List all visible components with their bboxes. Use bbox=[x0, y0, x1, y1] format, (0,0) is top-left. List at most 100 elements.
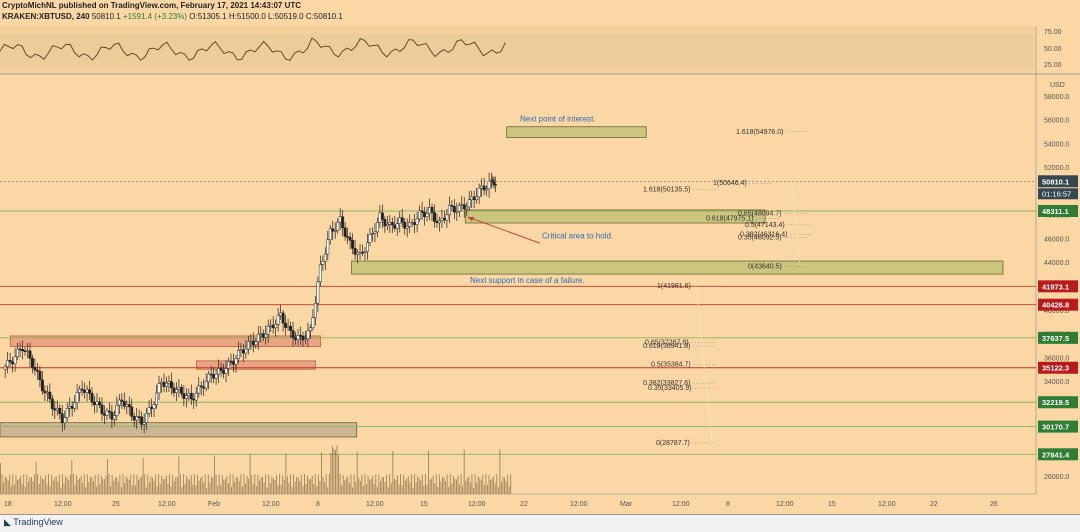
volume-bar bbox=[311, 475, 313, 494]
volume-bar bbox=[277, 485, 279, 494]
volume-bar bbox=[307, 475, 308, 494]
candle-body bbox=[160, 381, 163, 384]
volume-bar bbox=[449, 474, 451, 494]
volume-bar bbox=[299, 481, 301, 494]
candle-body bbox=[294, 337, 297, 340]
candle-body bbox=[380, 212, 384, 220]
volume-bar bbox=[49, 486, 51, 494]
candle-body bbox=[418, 210, 422, 220]
volume-bar bbox=[339, 474, 341, 494]
candle-body bbox=[375, 222, 379, 233]
volume-bar bbox=[210, 476, 212, 494]
volume-bar bbox=[446, 474, 448, 494]
candle-body bbox=[289, 325, 293, 331]
volume-bar bbox=[400, 474, 402, 494]
volume-bar bbox=[383, 477, 384, 494]
volume-bar bbox=[471, 474, 473, 494]
volume-bar bbox=[1, 474, 3, 494]
volume-bar bbox=[128, 479, 130, 494]
volume-bar bbox=[127, 478, 129, 494]
volume-bar bbox=[491, 478, 493, 494]
volume-bar bbox=[212, 477, 214, 494]
volume-bar bbox=[183, 474, 184, 494]
volume-bar bbox=[493, 476, 495, 494]
volume-bar bbox=[41, 478, 43, 494]
volume-bar bbox=[241, 486, 243, 494]
candle-body bbox=[408, 222, 412, 227]
candle-body bbox=[425, 213, 429, 218]
fib-label: 1(41981.6) bbox=[657, 283, 691, 290]
volume-bar bbox=[417, 476, 419, 494]
candle-body bbox=[3, 366, 7, 370]
price-tick-label: 46000.0 bbox=[1044, 236, 1069, 243]
high-value: H:51500.0 bbox=[228, 12, 266, 21]
volume-bar bbox=[269, 482, 271, 494]
time-tick-label: 12:00 bbox=[468, 501, 486, 508]
candle-body bbox=[338, 216, 342, 223]
candle-body bbox=[390, 222, 394, 226]
volume-bar bbox=[6, 477, 8, 494]
volume-bar bbox=[20, 475, 22, 494]
annotation-arrowhead bbox=[468, 217, 474, 222]
volume-bar bbox=[111, 474, 113, 494]
volume-bar bbox=[375, 474, 377, 494]
candle-body bbox=[236, 350, 240, 360]
volume-bar bbox=[362, 486, 364, 494]
volume-bar bbox=[130, 475, 132, 494]
volume-bar bbox=[434, 483, 436, 494]
volume-bar bbox=[66, 478, 68, 494]
volume-bar bbox=[37, 474, 39, 494]
candle-body bbox=[395, 223, 399, 229]
low-value: L:50519.0 bbox=[268, 12, 304, 21]
volume-bar bbox=[286, 476, 288, 494]
candle-body bbox=[55, 407, 59, 411]
candle-body bbox=[326, 239, 330, 255]
price-chart[interactable]: 75.0050.0025.00USD26000.028000.030000.03… bbox=[0, 0, 1080, 514]
volume-bar bbox=[465, 480, 467, 494]
candle-body bbox=[393, 224, 397, 229]
candle-body bbox=[184, 395, 188, 399]
fib-label: 0.382(46316.4) bbox=[740, 232, 787, 239]
candle-body bbox=[493, 184, 497, 186]
volume-bar bbox=[333, 448, 335, 494]
volume-bar bbox=[80, 476, 82, 494]
candle-body bbox=[467, 199, 471, 208]
candle-body bbox=[281, 312, 285, 324]
volume-bar bbox=[262, 476, 264, 494]
candle-body bbox=[83, 390, 87, 393]
price-tick-label: 36000.0 bbox=[1044, 355, 1069, 362]
symbol-label: KRAKEN:XBTUSD, 240 bbox=[2, 12, 90, 21]
volume-bar bbox=[162, 479, 164, 494]
volume-bar bbox=[358, 477, 360, 494]
candle-body bbox=[366, 242, 369, 252]
volume-bar bbox=[113, 481, 115, 494]
candle-body bbox=[40, 379, 44, 392]
volume-bar bbox=[120, 487, 122, 494]
volume-bar bbox=[378, 474, 380, 494]
candle-body bbox=[147, 406, 151, 414]
volume-bar bbox=[9, 474, 11, 494]
fib-label: 0(28787.7) bbox=[656, 440, 690, 447]
volume-bar bbox=[414, 474, 416, 494]
volume-bar bbox=[237, 477, 239, 494]
volume-bar bbox=[488, 475, 490, 494]
volume-bar bbox=[107, 459, 108, 494]
volume-bar bbox=[271, 476, 273, 494]
candle-body bbox=[75, 392, 79, 403]
volume-bar bbox=[463, 449, 465, 494]
level-label: 32219.5 bbox=[1042, 398, 1069, 407]
level-label: 27841.4 bbox=[1042, 450, 1070, 459]
volume-bar bbox=[195, 485, 197, 494]
candle-body bbox=[259, 333, 263, 335]
volume-bar bbox=[424, 474, 426, 494]
candle-body bbox=[179, 387, 183, 394]
candle-body bbox=[98, 401, 101, 406]
candle-body bbox=[35, 369, 39, 372]
candle-body bbox=[465, 206, 469, 210]
candle-body bbox=[491, 179, 495, 183]
volume-bar bbox=[196, 474, 198, 494]
volume-bar bbox=[418, 477, 420, 494]
candle-body bbox=[239, 349, 243, 351]
volume-bar bbox=[105, 475, 107, 494]
